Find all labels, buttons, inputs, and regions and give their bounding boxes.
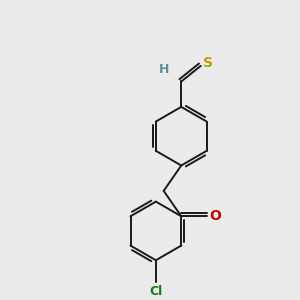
Text: H: H [158, 63, 169, 76]
Text: O: O [209, 209, 221, 223]
Text: S: S [202, 56, 213, 70]
Text: Cl: Cl [149, 285, 163, 298]
